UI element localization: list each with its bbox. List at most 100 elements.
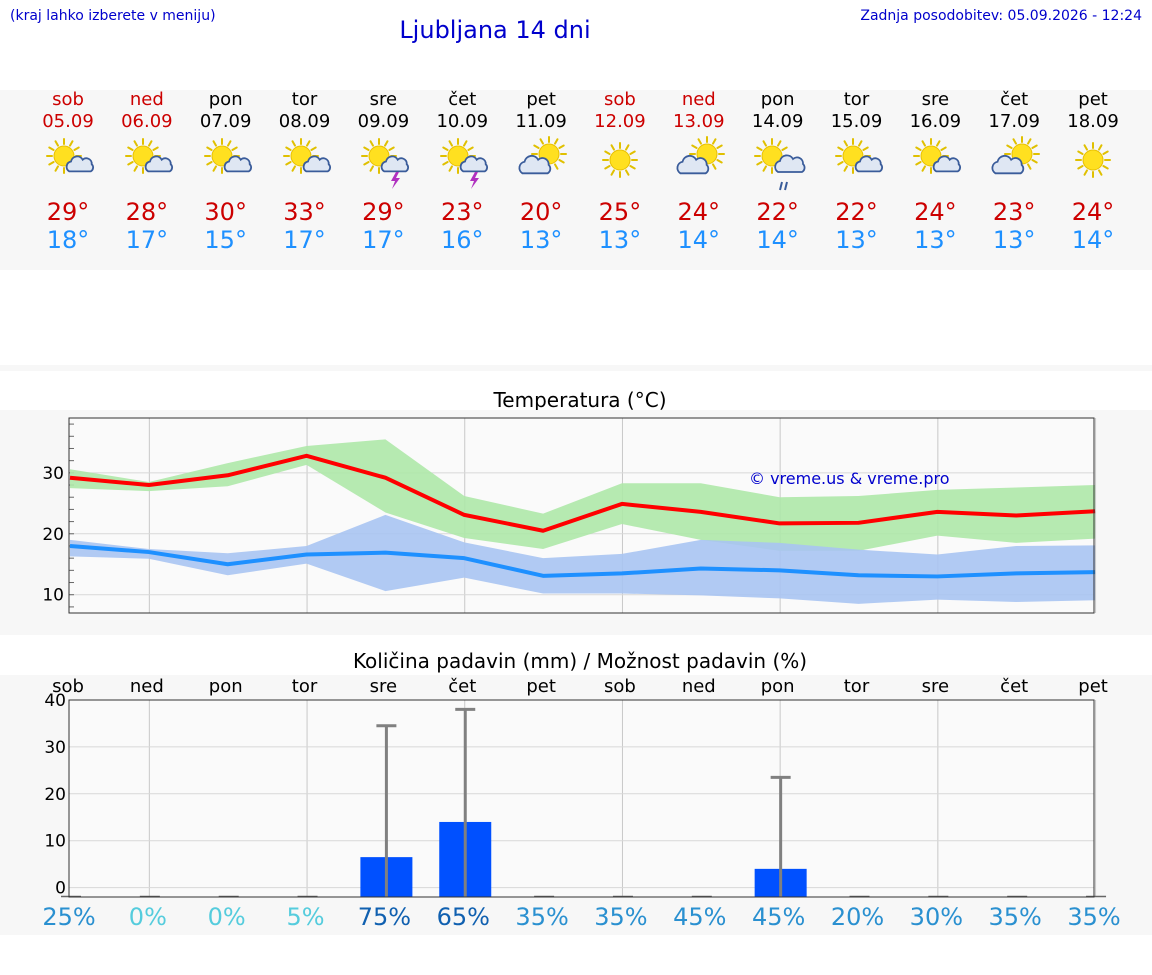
sun-cloud-icon <box>203 138 252 174</box>
x-tick-label: ned <box>682 676 716 697</box>
day-name: pet <box>526 89 556 110</box>
x-tick-label: čet <box>1000 676 1028 697</box>
max-temperature: 25° <box>598 198 642 226</box>
cloud-shape <box>381 155 410 173</box>
day-header: pet 18.09 <box>1053 89 1133 133</box>
max-temperature: 28° <box>125 198 169 226</box>
min-temperature: 15° <box>204 226 247 254</box>
sun-ray <box>448 165 454 172</box>
sun-ray <box>921 140 927 147</box>
sun-rain-icon <box>753 138 806 191</box>
sun-ray <box>558 159 565 164</box>
max-temperature: 22° <box>756 198 799 226</box>
forecast-band <box>0 90 1152 270</box>
cloud-shape <box>933 155 962 173</box>
sun-ray <box>915 161 922 166</box>
cloud-shape <box>854 155 883 173</box>
min-temperature: 16° <box>440 226 484 254</box>
sun-ray <box>604 165 611 170</box>
sun-ray <box>388 146 396 151</box>
sun-ray <box>610 169 615 176</box>
precipitation-probability: 35% <box>988 903 1042 931</box>
sun-ray <box>843 165 848 172</box>
sun-ray <box>624 144 630 151</box>
day-date: 12.09 <box>594 111 646 132</box>
min-temperature: 13° <box>835 226 878 254</box>
sun-ray <box>915 146 922 151</box>
plot-frame <box>68 417 1095 614</box>
last-updated: Zadnja posodobitev: 05.09.2026 - 12:24 <box>860 8 1142 24</box>
sun-ray <box>384 140 389 147</box>
sun-ray <box>716 159 723 164</box>
day-date: 06.09 <box>121 111 173 132</box>
cloud-part <box>381 155 410 173</box>
day-date: 15.09 <box>830 111 883 132</box>
day-header: pet 11.09 <box>501 89 581 133</box>
page-title: Ljubljana 14 dni <box>399 16 591 44</box>
precipitation-probability: 35% <box>594 903 648 931</box>
sun-ray <box>755 146 763 151</box>
day-name: pon <box>760 89 795 110</box>
sun-ray <box>711 138 717 145</box>
sun-ray <box>539 138 545 145</box>
precipitation-probability: 65% <box>436 903 490 931</box>
day-date: 07.09 <box>199 111 252 132</box>
cloud-part <box>991 155 1025 175</box>
day-date: 05.09 <box>42 111 94 132</box>
precipitation-probability: 0% <box>128 903 167 931</box>
x-tick-label: pon <box>761 676 795 697</box>
day-name: sre <box>921 89 950 110</box>
y-tick-label: 10 <box>44 832 66 852</box>
sun-ray <box>309 146 317 151</box>
min-temperature: 17° <box>125 226 169 254</box>
sun-ray <box>1027 163 1032 170</box>
sun-icon <box>1075 142 1112 178</box>
cloud-part <box>223 155 252 173</box>
sun-ray <box>305 140 311 147</box>
min-temperature: 17° <box>283 226 326 254</box>
temperature-chart-title: Temperatura (°C) <box>493 388 667 412</box>
sun-ray <box>836 161 844 166</box>
sun-ray <box>1102 165 1109 170</box>
sun-ray <box>629 165 636 170</box>
sun-ray <box>467 146 474 151</box>
sun-ray <box>147 140 153 147</box>
sun-ray <box>1077 165 1084 170</box>
day-header: pon 14.09 <box>738 89 818 133</box>
y-tick-label: 10 <box>42 586 64 606</box>
y-tick-label: 30 <box>44 738 66 758</box>
cloud-part <box>65 155 94 173</box>
sun-ray <box>857 140 862 147</box>
sun-ray <box>48 146 55 151</box>
sun-ray <box>936 140 941 147</box>
sun-part <box>913 138 950 174</box>
day-date: 11.09 <box>515 111 567 132</box>
sun-ray <box>1077 150 1084 155</box>
sun-disc <box>132 145 154 167</box>
cloud-shape <box>302 155 331 173</box>
lightning-bolt <box>470 172 480 189</box>
sun-ray <box>1083 144 1089 151</box>
sun-ray <box>1098 144 1103 151</box>
precipitation-chart: sob ned pon tor sre čet pet sob ned pon tor sre čet p… <box>44 676 1107 899</box>
sun-cloud-icon <box>913 138 962 174</box>
max-temperature: 24° <box>677 198 721 226</box>
precipitation-probability: 30% <box>909 903 964 931</box>
cloud-shape <box>144 155 173 173</box>
min-temperature: 17° <box>362 226 405 254</box>
sun-disc <box>447 145 469 167</box>
sun-ray <box>1031 159 1038 164</box>
day-date: 16.09 <box>909 111 962 132</box>
cloud-sun-icon <box>991 136 1041 175</box>
day-header: čet 17.09 <box>974 89 1054 133</box>
sun-ray <box>1006 144 1013 149</box>
day-header: sre 09.09 <box>343 89 423 133</box>
max-temperature: 29° <box>362 198 405 226</box>
separator-band <box>0 365 1152 371</box>
sun-ray <box>1027 138 1032 145</box>
sun-ray <box>533 144 540 149</box>
sun-ray <box>604 150 611 155</box>
sun-ray <box>697 138 702 145</box>
cloud-part <box>854 155 883 173</box>
sun-disc <box>842 145 863 167</box>
